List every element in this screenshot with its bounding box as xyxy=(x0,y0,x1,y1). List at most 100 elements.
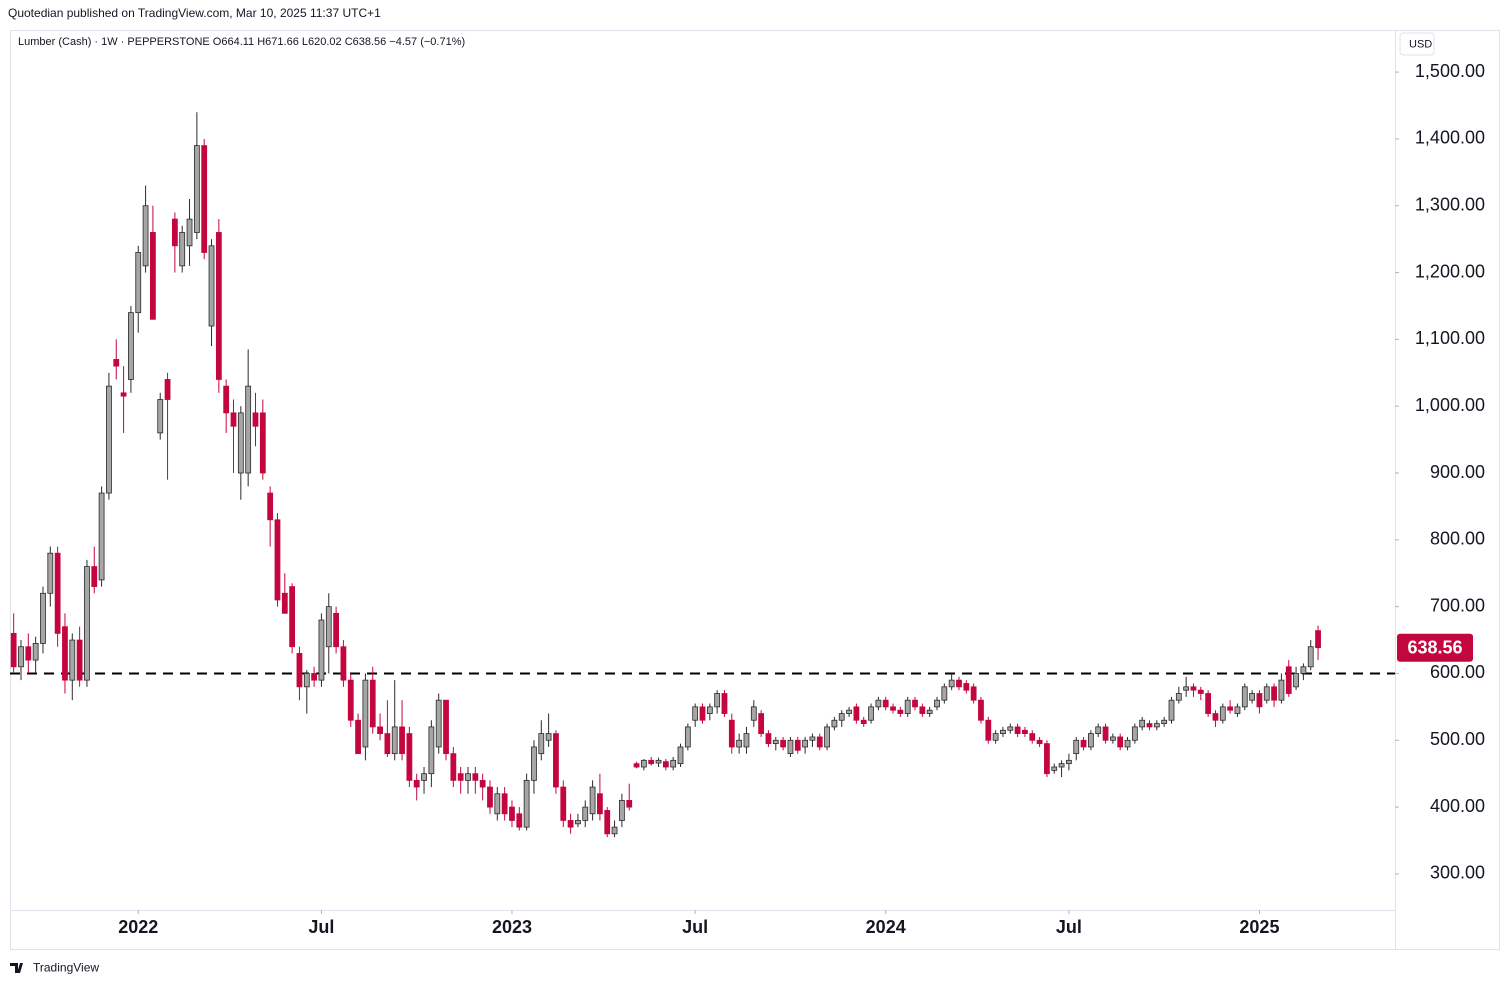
candle-body xyxy=(963,683,970,691)
candle-body xyxy=(897,709,904,714)
candle-body xyxy=(494,793,501,815)
candle-body xyxy=(384,733,391,755)
candle-body xyxy=(1109,736,1116,741)
candle-body xyxy=(1278,679,1285,701)
candle-body xyxy=(611,826,618,835)
candle-body xyxy=(1044,743,1050,775)
candle-body xyxy=(743,733,750,748)
candle-body xyxy=(259,412,266,474)
candle-body xyxy=(948,679,955,688)
candle-body xyxy=(831,719,838,728)
currency-box xyxy=(1399,32,1435,56)
candle-body xyxy=(509,806,515,821)
candle-body xyxy=(113,359,120,367)
candle-body xyxy=(208,245,215,327)
candle-body xyxy=(1014,726,1021,734)
brand-name: TradingView xyxy=(33,961,99,975)
x-tick-label: Jul xyxy=(308,917,334,937)
candle-body xyxy=(40,592,46,644)
candle-body xyxy=(47,552,54,594)
candle-body xyxy=(985,719,992,741)
y-tick-label: 1,000.00 xyxy=(1415,395,1485,415)
candle-body xyxy=(648,759,655,765)
candle-body xyxy=(1146,723,1153,728)
candle-body xyxy=(589,786,596,815)
candle-body xyxy=(106,385,112,494)
candle-body xyxy=(816,736,823,748)
chart-frame xyxy=(10,30,1500,950)
candle-body xyxy=(179,232,186,267)
candle-body xyxy=(1293,673,1299,688)
y-tick-label: 1,400.00 xyxy=(1415,128,1485,148)
candle-body xyxy=(1197,689,1204,694)
candle-body xyxy=(1102,726,1109,741)
candle-body xyxy=(516,813,523,828)
candle-body xyxy=(193,145,200,233)
candle-body xyxy=(54,552,61,634)
candle-body xyxy=(904,699,911,714)
candle-body xyxy=(567,820,574,828)
candle-body xyxy=(10,632,17,668)
x-tick-label: 2024 xyxy=(866,917,906,937)
candle-body xyxy=(912,699,918,708)
candle-body xyxy=(472,773,479,781)
candle-body xyxy=(809,736,816,741)
candle-body xyxy=(582,806,589,821)
candle-body xyxy=(479,779,486,788)
candle-body xyxy=(1066,759,1072,765)
candle-body xyxy=(604,810,611,835)
candle-body xyxy=(1249,693,1255,701)
candle-body xyxy=(1219,706,1226,721)
candle-body xyxy=(1007,726,1014,731)
candle-body xyxy=(978,699,984,721)
candle-body xyxy=(164,379,171,400)
candle-body xyxy=(1271,686,1277,701)
candle-body xyxy=(1058,763,1065,768)
y-tick-label: 1,200.00 xyxy=(1415,261,1485,281)
candle-body xyxy=(274,519,281,601)
y-tick-label: 300.00 xyxy=(1430,863,1485,883)
candle-body xyxy=(728,719,735,748)
candle-body xyxy=(824,726,830,748)
candle-body xyxy=(919,706,926,714)
candle-body xyxy=(347,679,354,721)
candle-body xyxy=(443,699,449,755)
candle-body xyxy=(838,713,845,721)
y-tick-label: 800.00 xyxy=(1430,529,1485,549)
candle-body xyxy=(25,646,32,661)
candle-body xyxy=(362,679,369,748)
candle-body xyxy=(215,232,222,380)
candle-body xyxy=(1051,766,1058,771)
candle-body xyxy=(1124,739,1131,748)
candle-body xyxy=(765,733,772,745)
candle-body xyxy=(1183,686,1190,691)
candle-body xyxy=(69,639,76,681)
candle-body xyxy=(619,800,625,821)
candle-body xyxy=(325,606,332,648)
candle-body xyxy=(421,773,427,781)
last-price-label: 638.56 xyxy=(1407,637,1462,657)
candle-body xyxy=(399,726,405,755)
candle-body xyxy=(670,759,677,768)
candle-body xyxy=(926,709,933,714)
x-tick-label: 2022 xyxy=(118,917,158,937)
candle-body xyxy=(662,761,669,768)
candle-body xyxy=(794,739,801,751)
candle-body xyxy=(333,612,339,648)
candle-body xyxy=(135,252,142,314)
candle-body xyxy=(1241,686,1248,708)
candle-body xyxy=(699,706,706,721)
candle-body xyxy=(1300,666,1307,674)
candle-body xyxy=(428,726,435,775)
candle-body xyxy=(1285,666,1292,694)
candle-body xyxy=(391,726,398,755)
candle-body xyxy=(150,232,156,320)
candle-body xyxy=(853,706,860,721)
candle-body xyxy=(311,673,318,681)
candle-body xyxy=(736,739,743,748)
candle-body xyxy=(1161,719,1168,724)
candle-body xyxy=(750,706,757,721)
candle-body xyxy=(296,653,303,688)
candle-body xyxy=(1139,719,1146,728)
